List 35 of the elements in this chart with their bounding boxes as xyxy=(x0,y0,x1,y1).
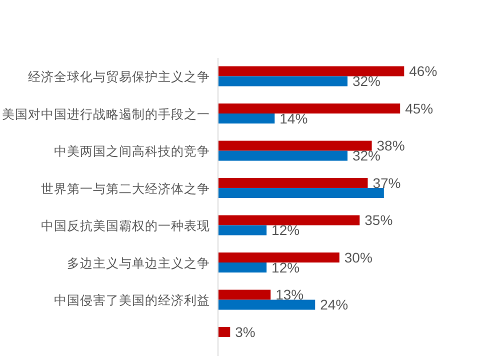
bar xyxy=(218,113,275,124)
bar xyxy=(218,140,372,151)
bar xyxy=(218,66,404,76)
data-label: 14% xyxy=(280,110,308,126)
data-label: 37% xyxy=(372,174,401,191)
bar xyxy=(218,150,348,161)
bar xyxy=(218,215,360,226)
data-label: 12% xyxy=(272,222,300,238)
bar xyxy=(218,178,368,188)
bar xyxy=(218,225,267,236)
bar xyxy=(218,252,340,262)
data-label: 12% xyxy=(272,259,300,276)
data-label: 45% xyxy=(405,100,434,116)
y-tick-label: 多边主义与单边主义之争 xyxy=(67,255,210,270)
bar xyxy=(218,103,400,114)
y-tick-label: 美国对中国进行战略遏制的手段之一 xyxy=(2,106,210,122)
y-tick-label: 世界第一与第二大经济体之争 xyxy=(41,182,210,196)
data-label: 38% xyxy=(376,138,405,154)
bar xyxy=(218,76,348,86)
y-tick-label: 中美两国之间高科技的竞争 xyxy=(54,144,210,159)
bar xyxy=(218,300,316,310)
data-label: 3% xyxy=(235,324,256,340)
bar xyxy=(218,290,271,300)
data-label: 46% xyxy=(409,63,438,80)
data-label: 13% xyxy=(276,286,304,303)
bar xyxy=(218,262,267,272)
data-label: 35% xyxy=(364,212,393,228)
bar xyxy=(218,188,384,198)
data-label: 30% xyxy=(344,249,372,266)
y-tick-label: 中国反抗美国霸权的一种表现 xyxy=(41,218,210,234)
bar xyxy=(218,326,230,337)
data-label: 24% xyxy=(320,296,348,313)
y-tick-label: 中国侵害了美国的经济利益 xyxy=(54,292,210,308)
y-tick-label: 经济全球化与贸易保护主义之争 xyxy=(28,69,210,84)
data-label: 32% xyxy=(352,73,381,90)
